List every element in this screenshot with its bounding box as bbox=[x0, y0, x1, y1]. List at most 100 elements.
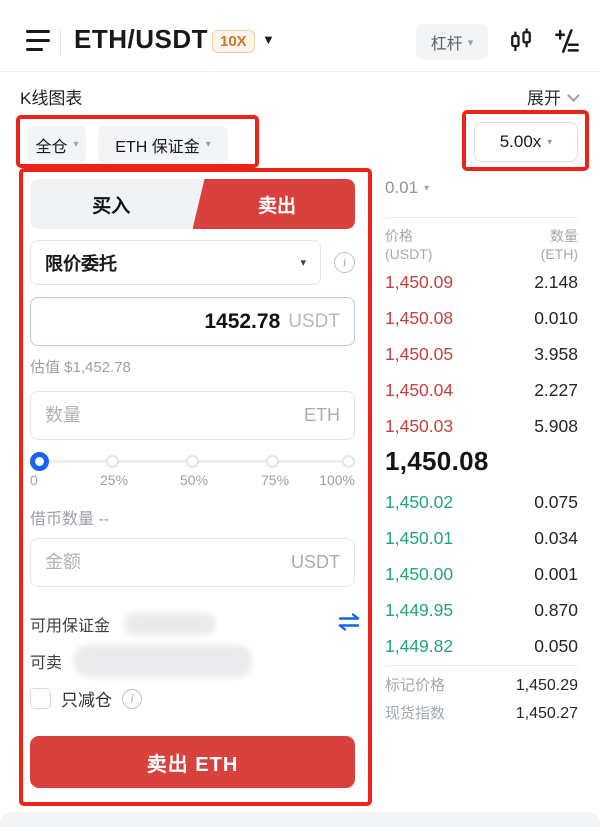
slider-handle[interactable] bbox=[30, 452, 49, 471]
ask-qty: 5.908 bbox=[534, 416, 578, 436]
price-estimate: 估值 $1,452.78 bbox=[30, 359, 131, 376]
reduce-only-info-icon[interactable]: i bbox=[122, 688, 142, 709]
header-divider-vertical bbox=[60, 28, 61, 56]
last-price[interactable]: 1,450.08 bbox=[385, 446, 489, 476]
spot-index-row: 现货指数 1,450.27 bbox=[385, 700, 578, 728]
orderbook-price-header-unit: (USDT) bbox=[385, 246, 433, 262]
pair-selector-caret-icon[interactable] bbox=[262, 32, 275, 47]
bid-row[interactable]: 1,450.01 0.034 bbox=[385, 520, 578, 556]
bid-qty: 0.050 bbox=[534, 636, 578, 656]
slider-label-100: 100% bbox=[319, 472, 355, 488]
leverage-badge: 10X bbox=[212, 30, 255, 53]
chevron-down-icon bbox=[424, 183, 429, 194]
price-unit: USDT bbox=[288, 310, 340, 332]
slider-label-25: 25% bbox=[100, 472, 129, 488]
leverage-multiplier-dropdown[interactable]: 5.00x bbox=[474, 122, 578, 162]
slider-label-0: 0 bbox=[30, 472, 38, 488]
price-input[interactable] bbox=[160, 309, 281, 334]
tick-size-value: 0.01 bbox=[385, 178, 419, 197]
slider-label-75: 75% bbox=[261, 472, 290, 488]
spot-index-value: 1,450.27 bbox=[515, 705, 578, 722]
expand-chart-button[interactable]: 展开 bbox=[527, 84, 580, 109]
leverage-mode-button[interactable]: 杠杆 bbox=[416, 24, 488, 60]
chevron-down-icon bbox=[567, 88, 580, 102]
orderbook-qty-header: 数量 bbox=[550, 228, 578, 244]
reduce-only-label: 只减仓 bbox=[61, 691, 112, 710]
expand-label: 展开 bbox=[527, 89, 561, 108]
ask-price: 1,450.09 bbox=[385, 272, 454, 292]
mark-price-value: 1,450.29 bbox=[515, 677, 578, 694]
spot-index-label: 现货指数 bbox=[385, 705, 446, 722]
bid-price: 1,450.02 bbox=[385, 492, 454, 512]
order-type-dropdown[interactable]: 限价委托 bbox=[30, 240, 321, 285]
bid-row[interactable]: 1,450.02 0.075 bbox=[385, 484, 578, 520]
ask-qty: 0.010 bbox=[534, 308, 578, 328]
price-field: USDT bbox=[30, 297, 355, 346]
margin-asset-dropdown[interactable]: ETH 保证金 bbox=[98, 126, 228, 163]
bid-price: 1,449.95 bbox=[385, 600, 454, 620]
position-mode-dropdown[interactable]: 全仓 bbox=[28, 126, 86, 163]
bid-qty: 0.001 bbox=[534, 564, 578, 584]
ask-row[interactable]: 1,450.09 2.148 bbox=[385, 264, 578, 300]
ask-price: 1,450.04 bbox=[385, 380, 454, 400]
candlestick-chart-icon[interactable] bbox=[506, 26, 536, 56]
calculator-icon[interactable] bbox=[552, 26, 582, 56]
bid-price: 1,449.82 bbox=[385, 636, 454, 656]
quantity-field: ETH bbox=[30, 391, 355, 440]
ask-row[interactable]: 1,450.05 3.958 bbox=[385, 336, 578, 372]
kline-chart-title: K线图表 bbox=[20, 89, 83, 108]
mark-price-row: 标记价格 1,450.29 bbox=[385, 672, 578, 700]
mark-price-label: 标记价格 bbox=[385, 677, 446, 694]
bid-row[interactable]: 1,449.82 0.050 bbox=[385, 628, 578, 664]
chevron-down-icon bbox=[73, 139, 78, 150]
orderbook-qty-header-unit: (ETH) bbox=[540, 246, 578, 262]
bid-qty: 0.870 bbox=[534, 600, 578, 620]
bottom-panel-edge bbox=[0, 812, 600, 827]
reduce-only-checkbox[interactable] bbox=[30, 688, 51, 709]
quantity-input[interactable] bbox=[45, 405, 304, 426]
ask-qty: 2.227 bbox=[534, 380, 578, 400]
bid-price: 1,450.00 bbox=[385, 564, 454, 584]
amount-input[interactable] bbox=[45, 552, 291, 573]
sellable-value-redacted bbox=[74, 645, 253, 677]
ask-row[interactable]: 1,450.08 0.010 bbox=[385, 300, 578, 336]
sellable-label: 可卖 bbox=[30, 655, 63, 672]
available-margin-value-redacted bbox=[124, 613, 217, 635]
chevron-down-icon bbox=[547, 137, 552, 148]
slider-labels: 0 25% 50% 75% 100% bbox=[30, 472, 355, 490]
bid-row[interactable]: 1,450.00 0.001 bbox=[385, 556, 578, 592]
slider-stop-25[interactable] bbox=[106, 455, 119, 468]
tab-sell[interactable] bbox=[192, 179, 355, 229]
amount-slider[interactable] bbox=[30, 450, 355, 474]
amount-field: USDT bbox=[30, 538, 355, 587]
tab-buy[interactable] bbox=[30, 179, 206, 229]
bid-qty: 0.075 bbox=[534, 492, 578, 512]
slider-stop-100[interactable] bbox=[342, 455, 355, 468]
menu-icon[interactable] bbox=[26, 30, 56, 56]
sell-eth-button[interactable]: 卖出 ETH bbox=[30, 736, 355, 788]
available-margin-label: 可用保证金 bbox=[30, 618, 111, 635]
slider-stop-75[interactable] bbox=[266, 455, 279, 468]
bid-row[interactable]: 1,449.95 0.870 bbox=[385, 592, 578, 628]
ask-price: 1,450.08 bbox=[385, 308, 454, 328]
buy-sell-tabs: 买入 卖出 bbox=[30, 179, 355, 229]
order-type-info-icon[interactable]: i bbox=[334, 252, 355, 273]
slider-stop-50[interactable] bbox=[186, 455, 199, 468]
ask-price: 1,450.03 bbox=[385, 416, 454, 436]
pair-title[interactable]: ETH/USDT bbox=[74, 24, 208, 54]
bid-qty: 0.034 bbox=[534, 528, 578, 548]
swap-icon[interactable] bbox=[336, 612, 362, 637]
ask-qty: 3.958 bbox=[534, 344, 578, 364]
reduce-only-row: 只减仓 i bbox=[30, 686, 142, 711]
ask-qty: 2.148 bbox=[534, 272, 578, 292]
leverage-multiplier-value: 5.00x bbox=[499, 132, 542, 151]
ask-row[interactable]: 1,450.04 2.227 bbox=[385, 372, 578, 408]
ask-row[interactable]: 1,450.03 5.908 bbox=[385, 408, 578, 444]
ask-price: 1,450.05 bbox=[385, 344, 454, 364]
chevron-down-icon bbox=[206, 139, 211, 150]
margin-asset-label: ETH 保证金 bbox=[115, 138, 200, 156]
orderbook-divider bbox=[385, 665, 578, 666]
header-divider bbox=[0, 71, 600, 72]
tick-size-dropdown[interactable]: 0.01 bbox=[385, 178, 429, 198]
